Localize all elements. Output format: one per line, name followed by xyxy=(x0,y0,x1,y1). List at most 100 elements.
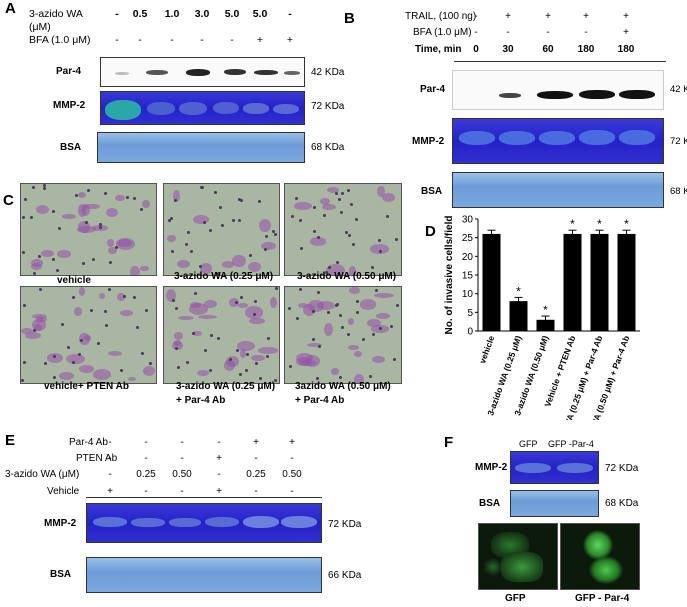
panel-c-micrograph xyxy=(20,286,157,384)
y-tick-label: 0 xyxy=(467,327,473,338)
y-tick-label: 15 xyxy=(462,271,474,282)
panel-a-label: A xyxy=(5,0,16,17)
panel-e-row-value: - xyxy=(108,469,112,480)
y-tick-label: 25 xyxy=(462,233,474,244)
panel-b-divider xyxy=(454,61,666,62)
panel-e-divider xyxy=(86,497,322,498)
bar xyxy=(563,233,582,331)
panel-a-row1-value: 3.0 xyxy=(194,8,210,20)
panel-b-bsa-blot xyxy=(452,172,664,208)
panel-f-gfp-caption: GFP xyxy=(505,593,526,604)
panel-a-row2-value: + xyxy=(256,34,264,46)
significance-marker: * xyxy=(543,303,548,317)
panel-c-caption: vehicle xyxy=(57,275,91,286)
panel-e-row-value: - xyxy=(254,486,258,497)
panel-c-micrograph xyxy=(284,286,402,384)
panel-e-row-label: PTEN Ab xyxy=(76,453,118,464)
panel-a-mmp2-label: MMP-2 xyxy=(53,100,86,111)
panel-a-bsa-size: 68 KDa xyxy=(311,142,345,153)
panel-e-row-value: + xyxy=(289,437,295,448)
panel-b-mmp2-label: MMP-2 xyxy=(412,136,445,147)
panel-b-row1-values-value: + xyxy=(545,11,551,22)
panel-b-row3-values-value: 180 xyxy=(577,44,595,55)
panel-a-row2-value: + xyxy=(286,34,294,46)
panel-e-row-value: 0.50 xyxy=(172,469,192,480)
bar xyxy=(536,319,555,331)
panel-b-row3-values-value: 60 xyxy=(542,44,554,55)
panel-e-bsa-size: 66 KDa xyxy=(328,570,362,581)
y-tick-label: 10 xyxy=(462,289,474,300)
panel-e-row-value: - xyxy=(108,453,112,464)
panel-b-row3-values-value: 0 xyxy=(473,44,479,55)
panel-c-caption: 3-azido WA (0.25 μM) xyxy=(176,381,276,392)
panel-e-label: E xyxy=(5,432,16,449)
panel-f-mmp2-blot xyxy=(510,451,599,484)
panel-b-row2-label: BFA (1.0 μM) xyxy=(413,27,472,38)
panel-c-caption: 3-azido WA (0.25 μM) xyxy=(174,271,274,282)
panel-c-micrograph xyxy=(20,183,157,276)
panel-e-row-value: - xyxy=(144,453,148,464)
panel-e-row-value: - xyxy=(217,437,221,448)
panel-a-row2-value: - xyxy=(115,34,119,46)
panel-e-row-value: - xyxy=(180,437,184,448)
panel-e-mmp2-blot xyxy=(86,503,322,543)
panel-c-micrograph xyxy=(163,286,280,384)
panel-b-row3-values-value: 30 xyxy=(502,44,514,55)
panel-a-row1-value: - xyxy=(288,8,292,20)
panel-a-bsa-label: BSA xyxy=(60,142,82,153)
panel-b-row1-values-value: + xyxy=(623,11,629,22)
panel-e-row-value: - xyxy=(108,437,112,448)
panel-a-row2-value: - xyxy=(170,34,174,46)
panel-b-row2-values-value: + xyxy=(623,27,629,38)
panel-e-row-label: Par-4 Ab xyxy=(69,437,108,448)
panel-e-row-value: - xyxy=(144,486,148,497)
panel-c-label: C xyxy=(3,192,14,209)
panel-d-bar-chart: 0 5 10 15 20 25 30 No. of invasive cells/field v… xyxy=(444,215,640,420)
panel-d-label: D xyxy=(425,223,436,240)
panel-a-row2-value: - xyxy=(138,34,142,46)
panel-a-mmp2-size: 72 KDa xyxy=(311,101,345,112)
panel-c-caption: 3-azido WA (0.50 μM) xyxy=(297,271,397,282)
panel-a-row1-unit: (μM) xyxy=(29,21,51,33)
panel-b-label: B xyxy=(344,10,355,27)
panel-c-micrograph xyxy=(284,183,402,276)
panel-f-gfp-par4-caption: GFP - Par-4 xyxy=(575,593,630,604)
panel-f-lane-gfp: GFP xyxy=(519,439,538,449)
panel-e-row-value: - xyxy=(290,453,294,464)
panel-e-bsa-blot xyxy=(86,557,322,593)
panel-a-par4-size: 42 KDa xyxy=(311,67,345,78)
panel-c-caption: vehicle+ PTEN Ab xyxy=(44,381,129,392)
y-tick-label: 20 xyxy=(462,252,474,263)
panel-b-row1-values-value: + xyxy=(505,11,511,22)
panel-a-par4-label: Par-4 xyxy=(56,66,82,77)
panel-c-caption-line2: + Par-4 Ab xyxy=(295,395,345,406)
significance-marker: * xyxy=(516,284,521,298)
panel-a-row2-value: - xyxy=(200,34,204,46)
panel-e-row-value: 0.25 xyxy=(136,469,156,480)
panel-b-par4-size: 42 KDa xyxy=(670,84,687,95)
panel-b-bsa-size: 68 KDa xyxy=(670,186,687,197)
panel-b-row3-label: Time, min xyxy=(415,44,462,55)
x-tick-label: vehicle xyxy=(477,334,496,365)
panel-a-row1-value: 1.0 xyxy=(164,8,180,20)
panel-b-row1-label: TRAIL, (100 ng) xyxy=(405,11,477,22)
panel-a-row2-label: BFA (1.0 μM) xyxy=(29,34,91,46)
panel-b-row1-values-value: + xyxy=(583,11,589,22)
panel-a-bsa-blot xyxy=(97,132,305,163)
panel-e-mmp2-size: 72 KDa xyxy=(328,519,362,530)
panel-f-bsa-size: 68 KDa xyxy=(605,498,639,509)
panel-e-row-label: Vehicle xyxy=(47,486,80,497)
panel-e-row-value: - xyxy=(290,486,294,497)
panel-e-row-label: 3-azido WA (μM) xyxy=(5,469,80,480)
panel-f-mmp2-size: 72 KDa xyxy=(605,463,639,474)
panel-f-lane-gfp-par4: GFP -Par-4 xyxy=(548,439,594,449)
panel-e-row-value: 0.25 xyxy=(246,469,266,480)
panel-f-label: F xyxy=(444,434,454,451)
panel-e-row-value: + xyxy=(107,486,113,497)
panel-e-row-value: - xyxy=(217,469,221,480)
y-axis-label: No. of invasive cells/field xyxy=(444,216,455,335)
bar xyxy=(617,233,636,331)
bar xyxy=(590,233,609,331)
panel-b-row3-values-value: 180 xyxy=(617,44,635,55)
panel-b-row2-values-value: - xyxy=(474,27,478,38)
